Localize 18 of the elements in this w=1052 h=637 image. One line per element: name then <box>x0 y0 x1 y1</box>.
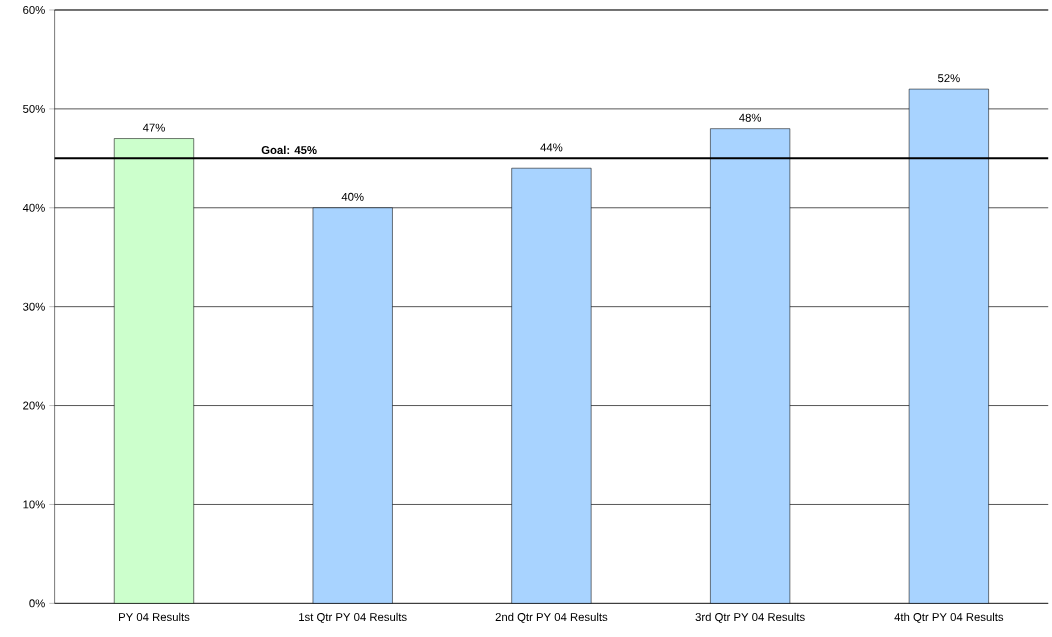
data-label: 47% <box>142 123 165 132</box>
y-tick-label: 60% <box>23 5 45 14</box>
y-tick-label: 20% <box>23 401 45 410</box>
x-tick-label: 4th Qtr PY 04 Results <box>894 612 1004 623</box>
y-tick-label: 10% <box>23 500 45 509</box>
data-label: 44% <box>540 143 563 152</box>
data-label: 48% <box>739 113 762 122</box>
x-tick-label: PY 04 Results <box>119 612 190 621</box>
x-tick-label: 2nd Qtr PY 04 Results <box>495 612 608 623</box>
y-tick-label: 50% <box>23 104 45 113</box>
ref-line-label: Goal: 45% <box>261 145 317 154</box>
y-tick-label: 0% <box>29 599 45 608</box>
x-tick-label: 1st Qtr PY 04 Results <box>299 612 407 623</box>
data-label: 52% <box>937 74 960 83</box>
y-tick-label: 40% <box>22 203 45 212</box>
y-tick-label: 30% <box>23 302 45 311</box>
x-tick-label: 3rd Qtr PY 04 Results <box>695 612 805 623</box>
data-label: 40% <box>341 192 364 201</box>
